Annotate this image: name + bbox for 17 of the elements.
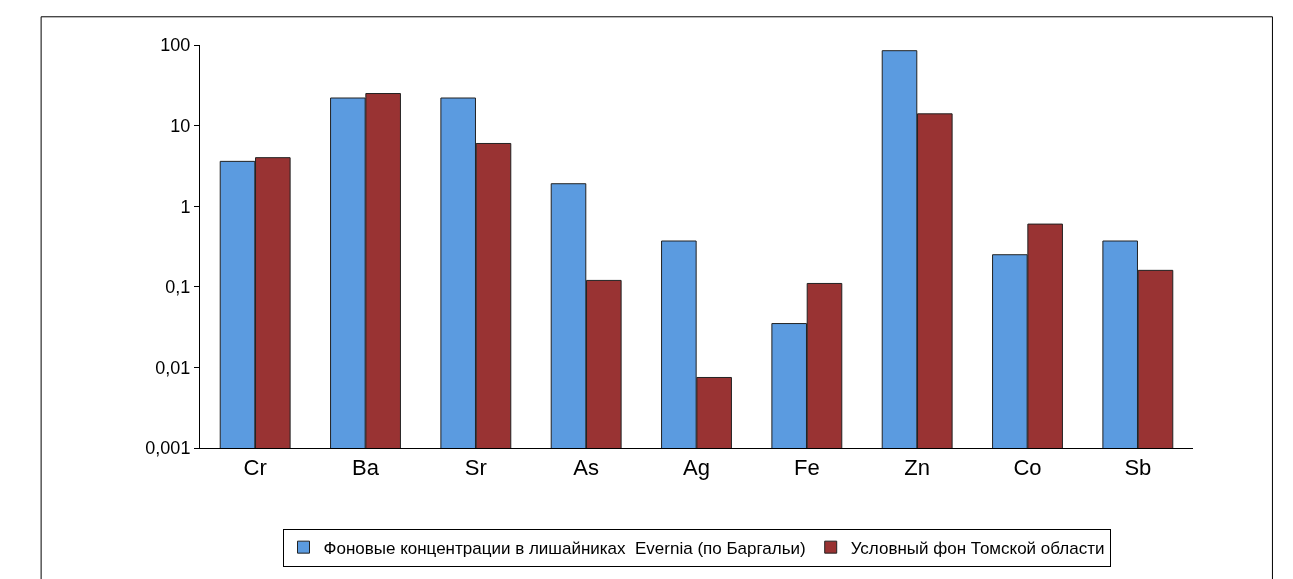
x-tick-label: Sr	[464, 455, 487, 481]
x-tick-label: Fe	[793, 455, 820, 481]
x-tick-label: Co	[1013, 455, 1042, 481]
x-tick-label: Zn	[904, 455, 931, 481]
x-tick-label: Cr	[243, 455, 267, 481]
y-tick-label: 1	[180, 196, 191, 217]
y-tick-label: 0,1	[165, 277, 191, 298]
y-tick-label: 0,001	[145, 438, 191, 459]
x-tick-label: Ba	[352, 455, 380, 481]
x-tick-label: Sb	[1124, 455, 1152, 481]
x-tick-label: Ag	[683, 455, 710, 481]
y-tick-label: 0,01	[155, 357, 191, 378]
y-tick-label: 10	[170, 115, 191, 136]
legend-label: Условный фон Томской области	[850, 538, 1105, 558]
x-tick-label: As	[573, 455, 600, 481]
legend-label: Фоновые концентрации в лишайниках Evernia (по Баргальи)	[323, 538, 806, 558]
y-tick-label: 100	[160, 35, 191, 56]
